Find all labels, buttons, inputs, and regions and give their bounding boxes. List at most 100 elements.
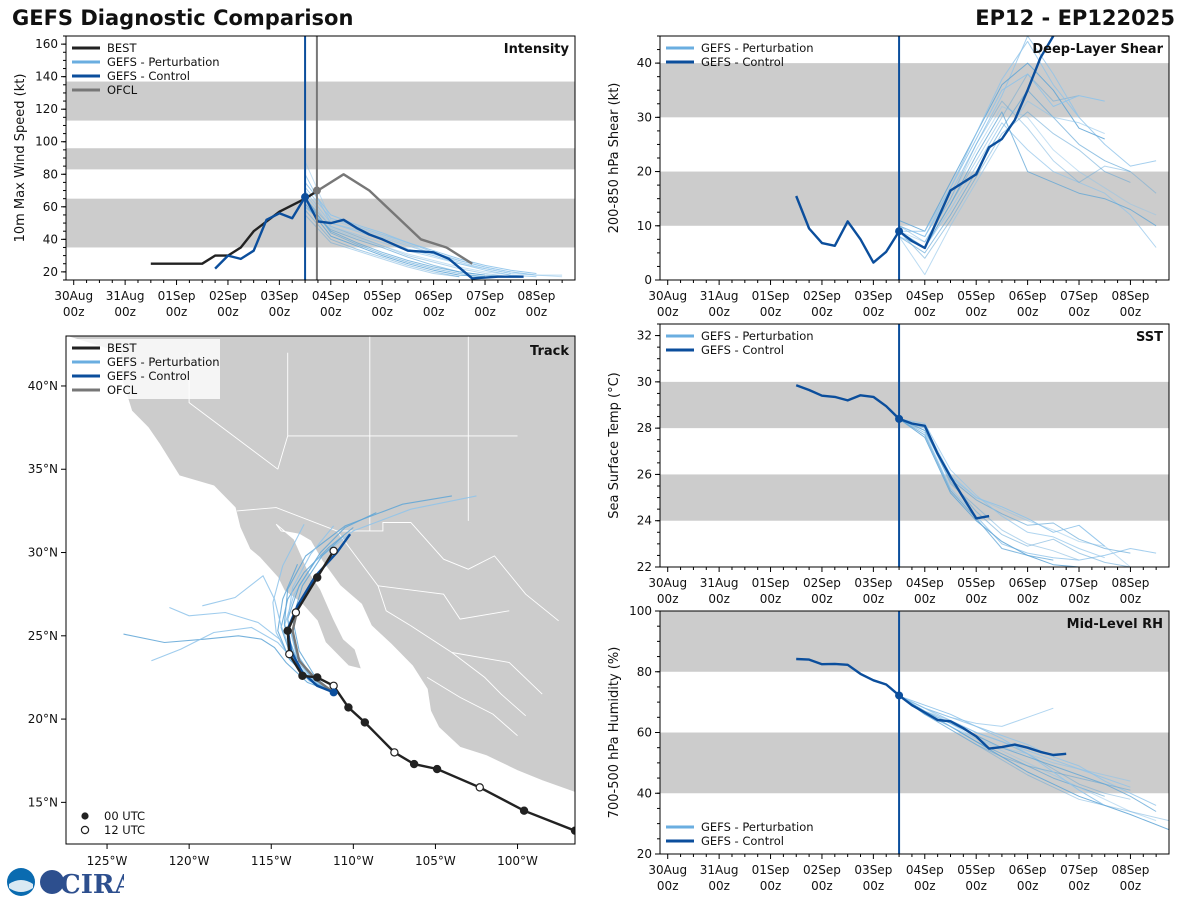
shear-y-axis-label: 200-850 hPa Shear (kt) — [607, 83, 622, 234]
control-init-marker — [329, 688, 338, 697]
lon-tick-label: 110°W — [333, 854, 374, 868]
sst-y-tick-label: 22 — [637, 560, 652, 574]
best-point-00utc — [432, 764, 442, 774]
perturbation-track — [151, 626, 334, 693]
sst-panel: 22 24 26 28 30 32 30Aug 00z 31Aug 00z 01Sep 00z 02Se… — [607, 323, 1170, 606]
rh-x-tick-date: 08Sep — [1111, 863, 1149, 877]
lat-tick-label: 40°N — [28, 379, 58, 393]
best-point-00utc — [570, 826, 575, 835]
rh-series-p07 — [898, 695, 1131, 791]
intensity-panel-title: Intensity — [504, 42, 570, 57]
sst-x-tick-date: 30Aug — [648, 576, 687, 590]
intensity-x-tick-hour: 00z — [371, 305, 393, 319]
sst-x-tick-hour: 00z — [863, 592, 885, 606]
intensity-legend-label-ofcl: OFCL — [107, 83, 138, 97]
intensity-y-tick-label: 140 — [35, 70, 58, 84]
cira-logo: CIRA — [7, 868, 124, 898]
intensity-legend-label-control: GEFS - Control — [107, 69, 190, 83]
rh-x-tick-hour: 00z — [1120, 879, 1142, 893]
shear-x-tick-date: 04Sep — [906, 289, 944, 303]
track-legend-label-control: GEFS - Control — [107, 369, 190, 383]
track-frame — [65, 335, 576, 845]
perturbation-track — [272, 523, 334, 693]
rh-panel: 20 40 60 80 100 30Aug 00z 31Aug 00z 01Sep 00z 02Sep… — [607, 604, 1170, 893]
intensity-series-p07 — [304, 209, 460, 278]
shear-series-p08 — [898, 73, 1105, 238]
sst-series-p06 — [899, 418, 1105, 559]
rh-series-p08 — [898, 695, 1105, 806]
shear-series-p06 — [898, 122, 1157, 248]
perturbation-track — [202, 574, 334, 693]
intensity-legend-label-best: BEST — [107, 41, 137, 55]
sst-series-gefs-control — [795, 384, 990, 520]
rh-x-tick-hour: 00z — [965, 879, 987, 893]
lat-tick-label: 25°N — [28, 629, 58, 643]
intensity-x-tick-hour: 00z — [269, 305, 291, 319]
utc12-label: 12 UTC — [104, 823, 145, 837]
sst-x-tick-hour: 00z — [1017, 592, 1039, 606]
shear-band — [660, 63, 1169, 118]
rh-y-tick-label: 40 — [637, 786, 652, 800]
best-track — [286, 550, 575, 832]
rh-x-tick-hour: 00z — [657, 879, 679, 893]
sst-y-tick-label: 32 — [637, 329, 652, 343]
rh-x-tick-date: 02Sep — [803, 863, 841, 877]
shear-panel: 0 10 20 30 40 30Aug 00z 31Aug 00z 01Sep 00z 02Sep 00… — [607, 35, 1170, 319]
intensity-series-p06 — [304, 190, 511, 274]
intensity-x-tick-date: 04Sep — [312, 289, 350, 303]
intensity-series-p12 — [304, 186, 537, 276]
sst-x-tick-date: 04Sep — [906, 576, 944, 590]
intensity-series-p10 — [304, 193, 563, 276]
sst-init-marker — [895, 414, 904, 423]
sst-x-tick-date: 31Aug — [700, 576, 739, 590]
shear-legend-label-perturbation: GEFS - Perturbation — [701, 41, 814, 55]
shear-x-tick-date: 08Sep — [1111, 289, 1149, 303]
rh-x-tick-date: 06Sep — [1009, 863, 1047, 877]
intensity-x-tick-hour: 00z — [474, 305, 496, 319]
sst-y-tick-label: 24 — [637, 514, 652, 528]
sst-x-tick-hour: 00z — [965, 592, 987, 606]
lon-tick-label: 100°W — [497, 854, 538, 868]
sst-x-tick-hour: 00z — [1120, 592, 1142, 606]
rh-plot-area — [660, 611, 1169, 831]
intensity-x-tick-hour: 00z — [114, 305, 136, 319]
sst-x-tick-date: 05Sep — [957, 576, 995, 590]
sst-x-tick-date: 07Sep — [1060, 576, 1098, 590]
best-point-12utc — [475, 783, 484, 792]
intensity-series-p09 — [304, 199, 511, 278]
intensity-x-tick-hour: 00z — [63, 305, 85, 319]
shear-x-tick-hour: 00z — [863, 305, 885, 319]
intensity-x-tick-date: 02Sep — [209, 289, 247, 303]
intensity-x-tick-date: 03Sep — [260, 289, 298, 303]
track-legend-label-best: BEST — [107, 341, 137, 355]
lon-tick-label: 115°W — [251, 854, 292, 868]
shear-y-tick-label: 40 — [637, 56, 652, 70]
best-point-00utc — [283, 626, 292, 636]
rh-y-tick-label: 60 — [637, 726, 652, 740]
shear-series-p04 — [898, 106, 1157, 243]
rh-x-tick-date: 07Sep — [1060, 863, 1098, 877]
shear-x-tick-hour: 00z — [1120, 305, 1142, 319]
intensity-x-tick-hour: 00z — [217, 305, 239, 319]
best-point-00utc — [298, 671, 307, 680]
shear-x-tick-hour: 00z — [811, 305, 833, 319]
shear-series-p11 — [898, 100, 1157, 243]
intensity-x-tick-date: 30Aug — [54, 289, 93, 303]
intensity-series-p05 — [304, 203, 486, 278]
rh-x-tick-date: 04Sep — [906, 863, 944, 877]
intensity-series-best — [150, 189, 319, 265]
lon-tick-label: 125°W — [87, 854, 128, 868]
land-mass — [66, 336, 575, 793]
intensity-series-p13 — [304, 196, 486, 278]
shear-legend-label-control: GEFS - Control — [701, 55, 784, 69]
sst-panel-title: SST — [1136, 330, 1163, 345]
intensity-x-tick-date: 31Aug — [106, 289, 145, 303]
intensity-init-marker — [301, 193, 310, 202]
shear-x-tick-date: 03Sep — [854, 289, 892, 303]
intensity-x-tick-date: 05Sep — [363, 289, 401, 303]
shear-band — [660, 171, 1169, 226]
logo-text: CIRA — [60, 870, 124, 898]
intensity-plot-area — [66, 81, 575, 280]
storm-id: EP12 - EP122025 — [975, 6, 1175, 30]
